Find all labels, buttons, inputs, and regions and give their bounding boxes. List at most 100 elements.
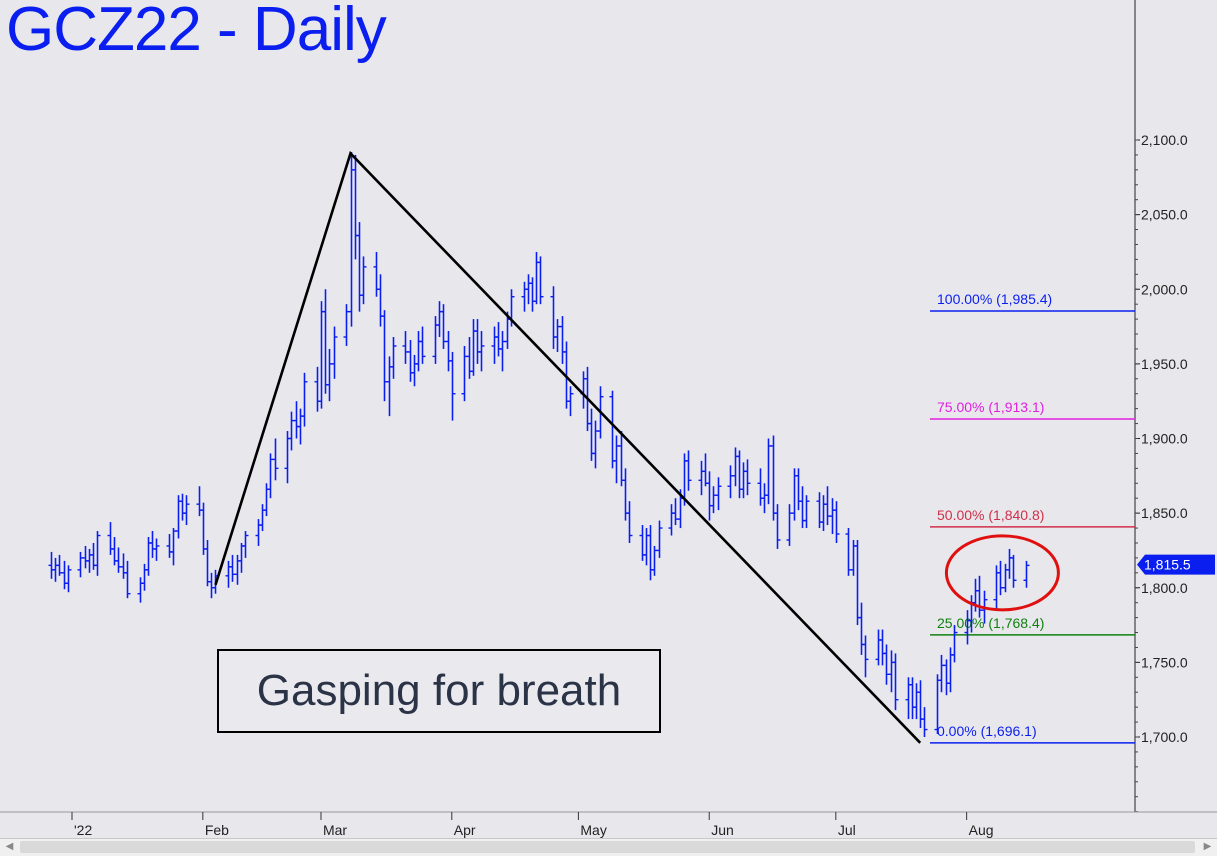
ohlc-bar xyxy=(554,319,561,352)
ohlc-bar xyxy=(567,386,574,417)
ohlc-bar xyxy=(381,310,388,402)
ohlc-bar xyxy=(242,531,249,558)
annotation-circle xyxy=(944,534,1060,612)
ohlc-bar xyxy=(272,438,279,481)
ohlc-bar xyxy=(774,504,781,549)
ohlc-bar xyxy=(580,371,587,409)
x-tick-label: Jul xyxy=(838,822,856,838)
y-tick-label: 1,850.0 xyxy=(1141,505,1188,521)
ohlc-bar xyxy=(440,304,447,349)
ohlc-bar xyxy=(322,289,329,394)
ohlc-bar xyxy=(770,435,777,521)
y-tick-label: 1,900.0 xyxy=(1141,431,1188,447)
ohlc-bar xyxy=(411,354,418,387)
ohlc-bar xyxy=(613,435,620,484)
ohlc-bar xyxy=(854,539,861,626)
annotation-box: Gasping for breath xyxy=(217,649,661,733)
ohlc-bar xyxy=(267,453,274,499)
ohlc-bar xyxy=(234,554,241,585)
ohlc-bar xyxy=(618,431,625,487)
ohlc-bar xyxy=(862,635,869,678)
ohlc-bar xyxy=(672,498,679,526)
abc-pattern-lines xyxy=(214,150,922,744)
ohlc-bar xyxy=(390,337,397,379)
ohlc-bar xyxy=(107,522,114,555)
ohlc-bar xyxy=(137,577,144,603)
highlight-circle xyxy=(944,534,1060,612)
x-tick-label: Jun xyxy=(711,822,734,838)
x-tick-label: '22 xyxy=(74,822,92,838)
ohlc-bar xyxy=(976,575,983,618)
x-tick-label: Mar xyxy=(323,822,347,838)
ohlc-bar xyxy=(348,151,355,327)
ohlc-bar xyxy=(470,319,477,376)
ohlc-bar xyxy=(905,677,912,720)
chevron-right-icon[interactable]: ▶ xyxy=(1203,841,1212,852)
ohlc-bar xyxy=(120,553,127,579)
ohlc-bar xyxy=(478,331,485,372)
ohlc-bar xyxy=(432,316,439,364)
ohlc-bar xyxy=(461,345,468,402)
ohlc-bar xyxy=(993,565,1000,609)
ohlc-bar xyxy=(951,625,958,663)
ohlc-bar xyxy=(166,534,173,558)
ohlc-bar xyxy=(727,465,734,499)
ohlc-bar xyxy=(326,348,333,402)
ohlc-bar xyxy=(77,551,84,578)
ohlc-bar xyxy=(238,542,245,573)
y-tick-label: 1,700.0 xyxy=(1141,729,1188,745)
ohlc-bar xyxy=(626,501,633,543)
ohlc-bar xyxy=(124,560,131,599)
ohlc-bar xyxy=(1010,554,1017,588)
chevron-left-icon[interactable]: ◀ xyxy=(5,841,14,852)
ohlc-bar xyxy=(491,326,498,364)
y-tick-label: 1,750.0 xyxy=(1141,654,1188,670)
ohlc-bar xyxy=(352,154,359,260)
price-tag-shape xyxy=(1137,554,1215,575)
ohlc-bar xyxy=(402,331,409,364)
ohlc-bar xyxy=(149,531,156,558)
ohlc-bar xyxy=(765,438,772,505)
ohlc-bar xyxy=(943,659,950,696)
fib-level-label: 75.00% (1,913.1) xyxy=(937,399,1044,415)
ohlc-bar xyxy=(419,326,426,364)
ohlc-bar xyxy=(938,654,945,693)
ohlc-bar xyxy=(1023,560,1030,588)
ohlc-bar xyxy=(643,528,650,566)
ohlc-bar xyxy=(685,450,692,491)
ohlc-bar xyxy=(917,680,924,729)
ohlc-bar xyxy=(715,477,722,511)
ohlc-bar xyxy=(94,531,101,576)
ohlc-bar xyxy=(757,468,764,506)
ohlc-bar xyxy=(386,356,393,417)
scrollbar-thumb[interactable] xyxy=(20,841,1195,853)
ohlc-bar xyxy=(373,251,380,297)
ohlc-bar xyxy=(495,322,502,357)
ohlc-bar xyxy=(609,390,616,469)
ohlc-bar xyxy=(833,501,840,543)
ohlc-bar xyxy=(909,677,916,720)
ohlc-bar xyxy=(204,539,211,587)
ohlc-bar xyxy=(52,557,59,582)
ohlc-bar xyxy=(449,351,456,421)
ohlc-bar xyxy=(820,495,827,532)
ohlc-bar xyxy=(141,563,148,591)
ohlc-bar xyxy=(415,331,422,372)
ohlc-bar xyxy=(318,301,325,409)
ohlc-bar xyxy=(356,222,363,312)
ohlc-bar xyxy=(668,504,675,536)
ohlc-bar xyxy=(845,528,852,576)
ohlc-bar xyxy=(297,408,304,445)
ohlc-bar xyxy=(740,462,747,499)
fib-level-label: 25.00% (1,768.4) xyxy=(937,615,1044,631)
ohlc-bar xyxy=(255,519,262,546)
chart-title: GCZ22 - Daily xyxy=(6,0,387,64)
ohlc-bar xyxy=(208,572,215,599)
ohlc-bar xyxy=(331,326,338,379)
ohlc-bar xyxy=(153,538,160,561)
last-price-tag: 1,815.5 xyxy=(1137,554,1215,575)
ohlc-bar xyxy=(474,319,481,364)
horizontal-scrollbar[interactable]: ◀ ▶ xyxy=(0,838,1217,856)
ohlc-bar xyxy=(288,411,295,451)
